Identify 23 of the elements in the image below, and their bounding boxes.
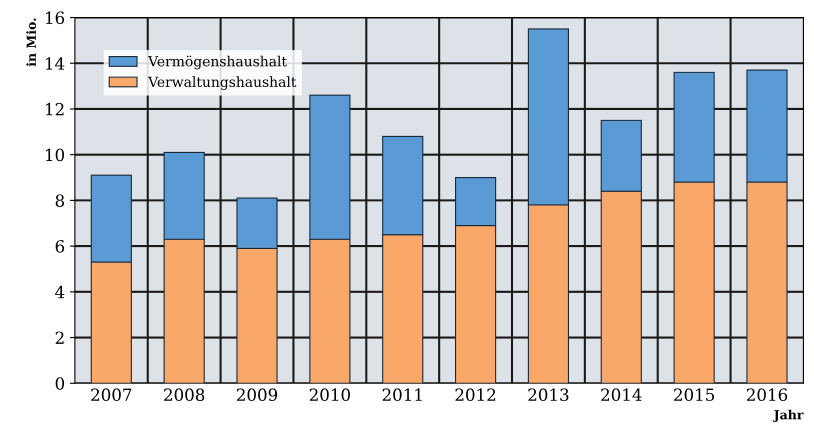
x-tick-label: 2008 [164, 388, 204, 402]
x-axis-title: Jahr [772, 410, 804, 422]
y-tick-label: 12 [46, 102, 64, 116]
x-tick-label: 2013 [528, 388, 568, 402]
x-tick-label: 2011 [382, 388, 422, 402]
x-tick-label: 2015 [674, 388, 714, 402]
x-tick-label: 2014 [601, 388, 642, 402]
x-tick-label: 2007 [91, 388, 132, 402]
legend-label: Vermögenshaushalt [148, 56, 287, 70]
y-tick-label: 14 [46, 57, 64, 70]
y-tick-label: 0 [56, 377, 64, 390]
y-tick-label: 16 [46, 11, 64, 24]
y-tick-label: 8 [56, 194, 64, 207]
y-tick-label: 10 [46, 148, 64, 162]
y-axis-title: in Mio. [26, 18, 36, 66]
x-tick-label: 2016 [746, 388, 788, 402]
y-tick-label: 6 [56, 240, 64, 253]
x-tick-label: 2012 [456, 388, 496, 402]
x-tick-label: 2009 [236, 388, 278, 402]
y-tick-label: 4 [55, 286, 64, 298]
y-tick-label: 2 [56, 331, 64, 344]
legend-label: Verwaltungshaushalt [148, 76, 296, 90]
x-tick-label: 2010 [310, 388, 350, 402]
